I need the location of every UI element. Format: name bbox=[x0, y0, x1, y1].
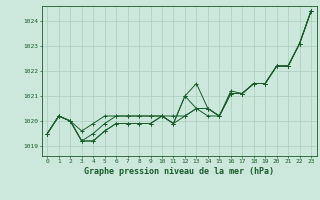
X-axis label: Graphe pression niveau de la mer (hPa): Graphe pression niveau de la mer (hPa) bbox=[84, 167, 274, 176]
